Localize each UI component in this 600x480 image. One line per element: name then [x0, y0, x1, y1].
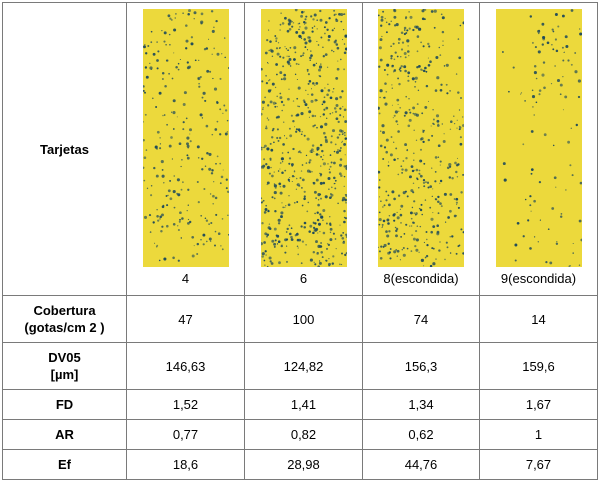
row-header-ar: AR: [2, 419, 127, 450]
dv05-value: 159,6: [479, 342, 598, 390]
droplet-stains: [501, 9, 582, 267]
ef-value: 28,98: [244, 449, 363, 480]
cobertura-value: 47: [126, 295, 245, 343]
cobertura-value: 14: [479, 295, 598, 343]
droplet-stains: [378, 9, 464, 267]
card-cell-6: 6: [244, 2, 363, 296]
water-sensitive-card-image: [260, 9, 347, 267]
water-sensitive-card-image: [378, 9, 464, 267]
row-header-cobertura-line1: Cobertura: [33, 303, 96, 318]
fd-value: 1,52: [126, 389, 245, 420]
fd-value: 1,34: [362, 389, 480, 420]
card-cell-8: 8(escondida): [362, 2, 480, 296]
row-header-cobertura-line2: (gotas/cm 2 ): [24, 320, 105, 335]
ar-row: AR 0,77 0,82 0,62 1: [2, 419, 598, 450]
row-header-fd: FD: [2, 389, 127, 420]
ar-value: 1: [479, 419, 598, 450]
ef-value: 44,76: [362, 449, 480, 480]
card-label: 9(escondida): [500, 271, 577, 286]
card-cell-4: 4: [126, 2, 245, 296]
row-header-ef: Ef: [2, 449, 127, 480]
fd-value: 1,41: [244, 389, 363, 420]
dv05-value: 146,63: [126, 342, 245, 390]
row-header-tarjetas: Tarjetas: [2, 2, 127, 296]
cobertura-row: Cobertura (gotas/cm 2 ) 47 100 74 14: [2, 295, 598, 343]
ar-value: 0,62: [362, 419, 480, 450]
dv05-value: 156,3: [362, 342, 480, 390]
droplet-stains: [142, 9, 229, 262]
droplet-stains: [260, 9, 347, 267]
card-label: 4: [181, 271, 190, 286]
row-header-dv05-line1: DV05: [48, 350, 81, 365]
row-header-dv05-line2: [µm]: [50, 367, 79, 382]
fd-value: 1,67: [479, 389, 598, 420]
card-cell-9: 9(escondida): [479, 2, 598, 296]
ef-row: Ef 18,6 28,98 44,76 7,67: [2, 449, 598, 480]
row-header-tarjetas-label: Tarjetas: [40, 141, 89, 157]
fd-row: FD 1,52 1,41 1,34 1,67: [2, 389, 598, 420]
cobertura-value: 100: [244, 295, 363, 343]
ar-value: 0,82: [244, 419, 363, 450]
ef-value: 7,67: [479, 449, 598, 480]
ar-value: 0,77: [126, 419, 245, 450]
water-sensitive-card-image: [495, 9, 582, 267]
row-header-dv05: DV05 [µm]: [2, 342, 127, 390]
cards-row: Tarjetas 4 6 8(escondida): [2, 2, 598, 296]
card-label: 6: [299, 271, 308, 286]
cobertura-value: 74: [362, 295, 480, 343]
dv05-row: DV05 [µm] 146,63 124,82 156,3 159,6: [2, 342, 598, 390]
card-label: 8(escondida): [383, 271, 459, 286]
row-header-cobertura: Cobertura (gotas/cm 2 ): [2, 295, 127, 343]
water-sensitive-card-image: [142, 9, 229, 267]
dv05-value: 124,82: [244, 342, 363, 390]
ef-value: 18,6: [126, 449, 245, 480]
